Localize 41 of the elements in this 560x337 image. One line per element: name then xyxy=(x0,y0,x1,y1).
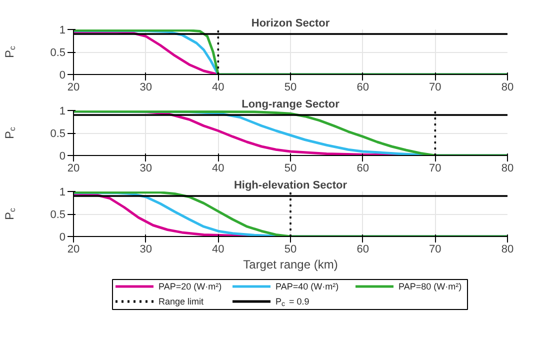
legend-label: PAP=80 (W·m²) xyxy=(398,282,462,292)
x-tick-label: 80 xyxy=(501,244,514,256)
chart-title: High-elevation Sector xyxy=(234,180,348,192)
x-tick-label: 30 xyxy=(140,82,152,94)
y-tick-label: 1 xyxy=(59,24,66,36)
x-tick-label: 30 xyxy=(140,162,152,174)
x-tick-label: 70 xyxy=(429,82,442,94)
x-tick-label: 70 xyxy=(429,244,442,256)
x-tick-label: 60 xyxy=(356,162,369,174)
y-tick-label: 0 xyxy=(59,150,66,162)
legend-label: PAP=40 (W·m²) xyxy=(276,282,339,292)
y-axis-title: Pc xyxy=(2,208,17,220)
x-tick-label: 50 xyxy=(284,244,297,256)
x-tick-label: 60 xyxy=(356,82,369,94)
x-axis-title: Target range (km) xyxy=(243,258,338,272)
y-tick-label: 1 xyxy=(59,106,66,118)
x-tick-label: 60 xyxy=(356,244,369,256)
y-tick-label: 0 xyxy=(59,232,66,244)
y-axis-title: Pc xyxy=(2,46,17,58)
x-tick-label: 40 xyxy=(212,162,224,174)
x-tick-label: 50 xyxy=(284,162,297,174)
chart-title: Horizon Sector xyxy=(251,18,330,30)
legend-label: Range limit xyxy=(158,296,204,306)
y-tick-label: 0.5 xyxy=(50,47,66,59)
y-tick-label: 0 xyxy=(59,70,66,82)
x-tick-label: 40 xyxy=(212,82,224,94)
x-tick-label: 80 xyxy=(501,82,514,94)
x-tick-label: 70 xyxy=(429,162,442,174)
y-tick-label: 0.5 xyxy=(50,128,66,140)
x-tick-label: 80 xyxy=(501,162,514,174)
x-tick-label: 20 xyxy=(67,244,80,256)
x-tick-label: 50 xyxy=(284,82,297,94)
y-tick-label: 1 xyxy=(59,186,66,198)
x-tick-label: 20 xyxy=(67,82,80,94)
y-axis-title: Pc xyxy=(2,127,17,139)
y-tick-label: 0.5 xyxy=(50,209,66,221)
legend-label: PAP=20 (W·m²) xyxy=(158,282,222,292)
x-tick-label: 20 xyxy=(67,162,80,174)
x-tick-label: 30 xyxy=(140,244,152,256)
x-tick-label: 40 xyxy=(212,244,224,256)
chart-title: Long-range Sector xyxy=(242,98,340,110)
